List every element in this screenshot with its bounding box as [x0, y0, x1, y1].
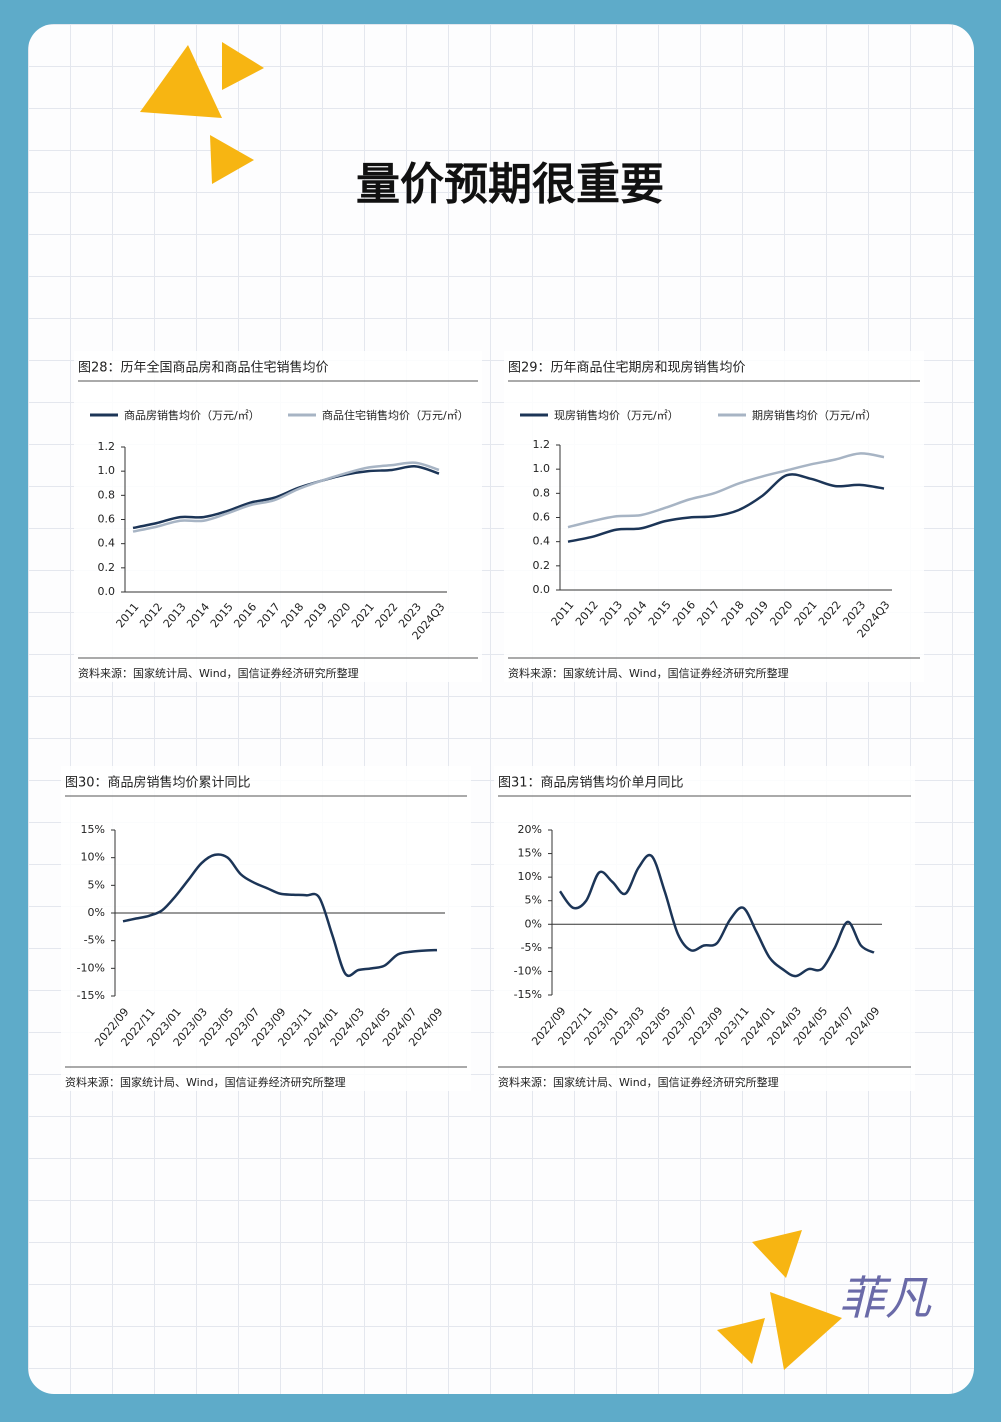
- y-tick-label: 1.0: [533, 462, 551, 475]
- line: [122, 853, 438, 978]
- signature: 菲凡: [839, 1271, 932, 1325]
- y-tick-label: 10%: [518, 870, 542, 883]
- y-tick-label: -10%: [514, 964, 542, 977]
- y-tick-label: 10%: [81, 851, 105, 864]
- y-tick-label: 0.8: [533, 486, 551, 499]
- y-tick-label: 0.0: [98, 585, 116, 598]
- y-tick-label: 1.0: [98, 464, 116, 477]
- page-title: 量价预期很重要: [356, 159, 664, 210]
- y-tick-label: 20%: [518, 823, 542, 836]
- y-tick-label: 15%: [81, 823, 105, 836]
- line: [558, 853, 875, 978]
- legend-label: 商品住宅销售均价（万元/㎡）: [322, 408, 469, 422]
- y-tick-label: -15%: [514, 988, 542, 1001]
- chart: 图29：历年商品住宅期房和现房销售均价 0.0 0.2 0.4 0.6 0.8 1.0 1.2…: [504, 351, 924, 682]
- chart-panel: [494, 766, 915, 1091]
- chart-title: 图30：商品房销售均价累计同比: [65, 775, 251, 791]
- y-tick-label: 0.2: [98, 561, 116, 574]
- chart: 图30：商品房销售均价累计同比-15%-10%-5%0%5%10%15%2022…: [61, 766, 471, 1091]
- legend-label: 期房销售均价（万元/㎡）: [752, 408, 877, 422]
- y-tick-label: 0.8: [98, 488, 116, 501]
- y-tick-label: 0.4: [533, 535, 551, 548]
- y-tick-label: 0%: [525, 917, 542, 930]
- y-tick-label: 5%: [525, 894, 542, 907]
- legend-label: 现房销售均价（万元/㎡）: [554, 408, 679, 422]
- source-note: 资料来源：国家统计局、Wind，国信证券经济研究所整理: [65, 1075, 346, 1089]
- source-note: 资料来源：国家统计局、Wind，国信证券经济研究所整理: [78, 666, 359, 680]
- chart-title: 图29：历年商品住宅期房和现房销售均价: [508, 360, 746, 376]
- y-tick-label: -10%: [77, 961, 105, 974]
- chart-panel: [74, 351, 482, 682]
- chart-panel: [61, 766, 471, 1091]
- decoration: [140, 42, 842, 1370]
- y-tick-label: 0.6: [98, 513, 116, 526]
- y-tick-label: 0%: [88, 906, 105, 919]
- y-tick-label: 5%: [88, 878, 105, 891]
- y-tick-label: 0.6: [533, 511, 551, 524]
- y-tick-label: 1.2: [533, 438, 551, 451]
- y-tick-label: 0.4: [98, 537, 116, 550]
- chart: 图31：商品房销售均价单月同比-15%-10%-5%0%5%10%15%20%2…: [494, 766, 915, 1091]
- legend-label: 商品房销售均价（万元/㎡）: [124, 408, 260, 422]
- chart-title: 图31：商品房销售均价单月同比: [498, 775, 684, 791]
- card: [28, 24, 974, 1394]
- chart: 图28：历年全国商品房和商品住宅销售均价 0.0 0.2 0.4 0.6 0.8 1.0 1.…: [74, 351, 482, 682]
- y-tick-label: -5%: [521, 941, 542, 954]
- y-tick-label: -15%: [77, 989, 105, 1002]
- source-note: 资料来源：国家统计局、Wind，国信证券经济研究所整理: [508, 666, 789, 680]
- line: [567, 452, 885, 529]
- y-tick-label: 15%: [518, 847, 542, 860]
- y-tick-label: -5%: [84, 934, 105, 947]
- line: [132, 461, 440, 533]
- source-note: 资料来源：国家统计局、Wind，国信证券经济研究所整理: [498, 1075, 779, 1089]
- y-tick-label: 0.2: [533, 559, 551, 572]
- line: [132, 465, 440, 530]
- line: [567, 473, 885, 543]
- y-tick-label: 1.2: [98, 440, 116, 453]
- chart-title: 图28：历年全国商品房和商品住宅销售均价: [78, 360, 329, 376]
- y-tick-label: 0.0: [533, 583, 551, 596]
